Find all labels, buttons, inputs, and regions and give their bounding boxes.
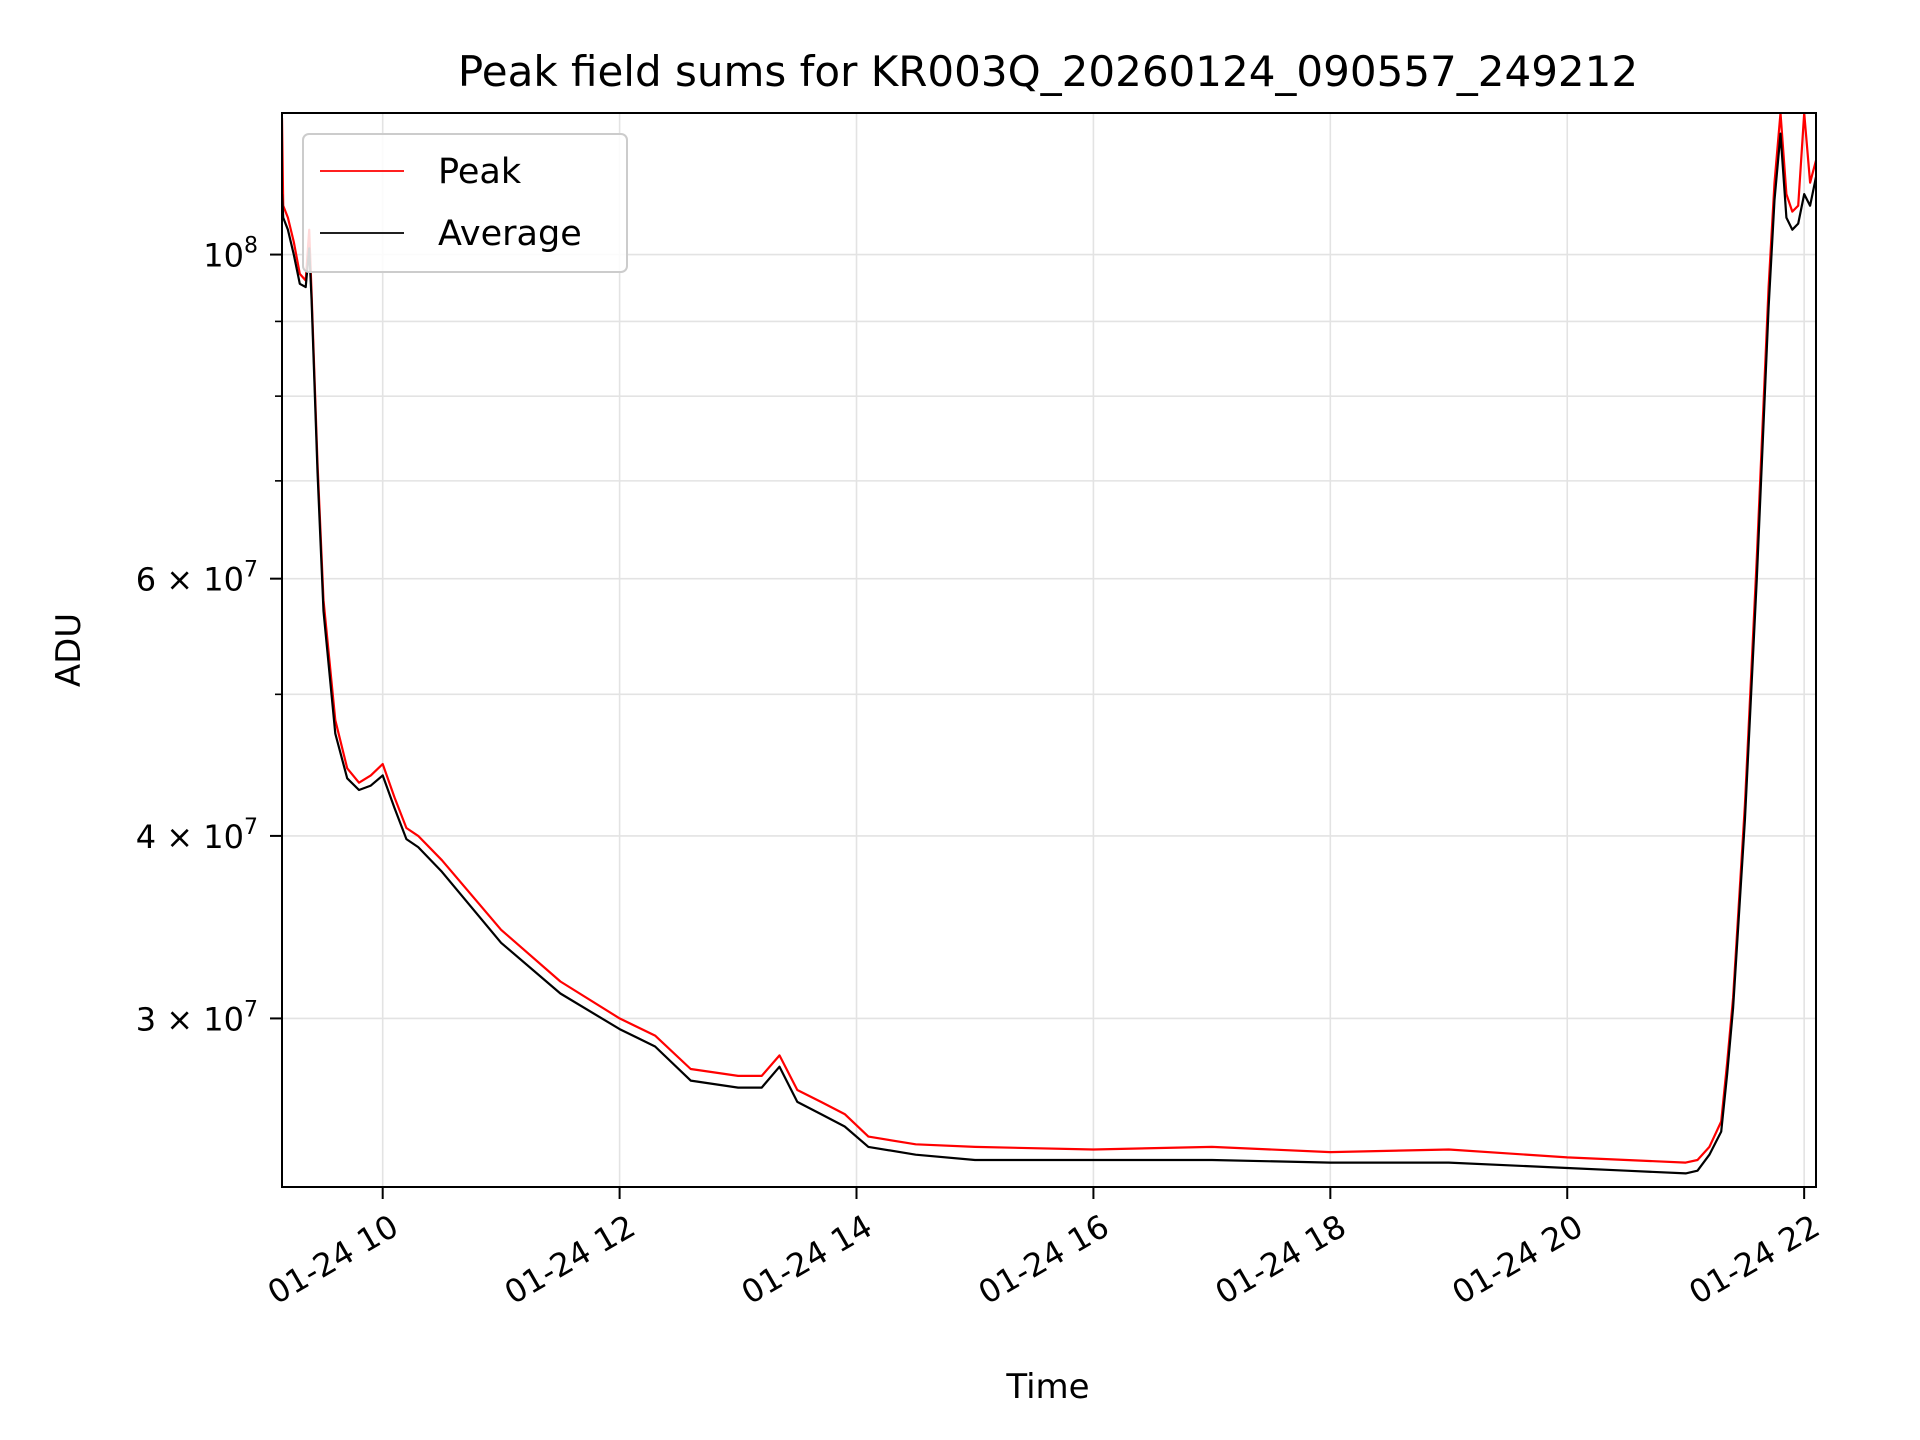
plot-frame (281, 112, 1817, 1188)
series-layer (282, 113, 1816, 1175)
chart-title: Peak field sums for KR003Q_20260124_0905… (458, 47, 1638, 96)
y-tick-label: 3 × 107 (136, 997, 258, 1038)
legend-label-peak: Peak (438, 152, 522, 192)
x-axis-title: Time (1005, 1367, 1089, 1407)
y-axis-title: ADU (49, 613, 89, 687)
grid (282, 113, 1816, 1187)
y-tick-label: 4 × 107 (136, 815, 258, 856)
y-tick-label: 108 (203, 234, 258, 275)
y-tick-label: 6 × 107 (136, 558, 258, 599)
series-line-average (282, 132, 1816, 1175)
legend-label-average: Average (438, 214, 582, 254)
y-axis: 108 6 × 107 4 × 107 3 × 107 (136, 234, 282, 1038)
legend: Peak Average (302, 133, 628, 273)
legend-box (302, 133, 628, 273)
